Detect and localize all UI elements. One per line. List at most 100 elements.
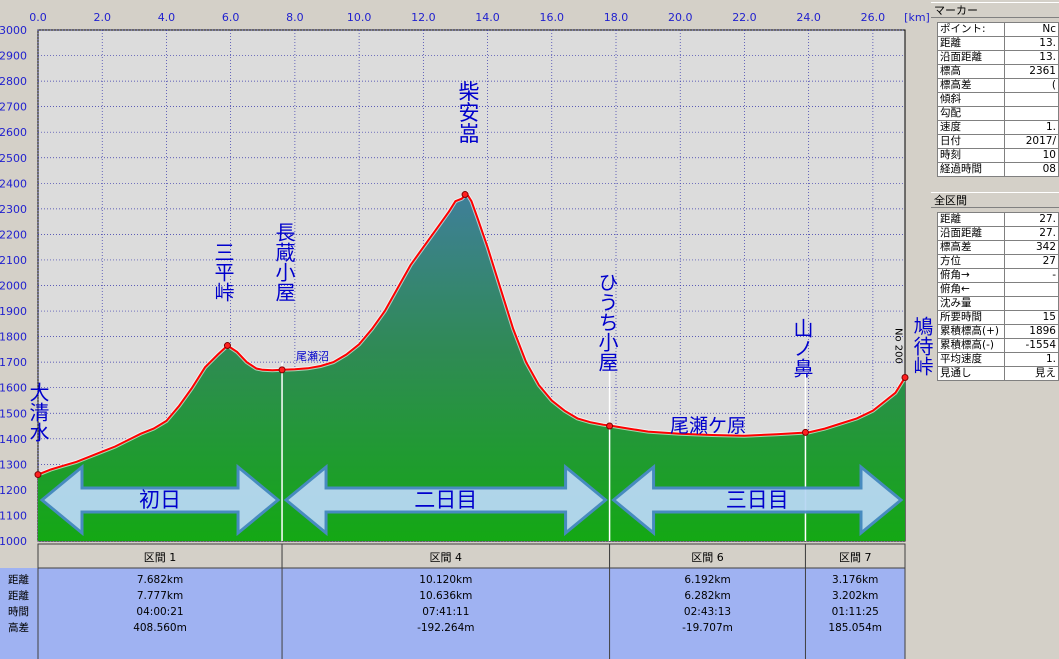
panel-value: 13. [1004, 50, 1059, 65]
section-row-label: 時間 [8, 606, 29, 618]
y-tick-label: 1900 [0, 305, 27, 318]
section-header-cell [804, 543, 906, 569]
panel-key: 方位 [937, 254, 1005, 269]
panel-row: 標高 2361 [937, 64, 1059, 79]
y-tick-label: 2500 [0, 152, 27, 165]
y-tick-label: 1800 [0, 331, 27, 344]
y-tick-label: 2000 [0, 280, 27, 293]
panel-value: 見え [1004, 366, 1059, 381]
panel-key: 距離 [937, 212, 1005, 227]
panel-row: 時刻 10 [937, 148, 1059, 163]
panel-row: ポイント: Nc [937, 22, 1059, 37]
panel-value: 08 [1004, 162, 1059, 177]
section-value: -19.707m [682, 622, 733, 634]
panel-row: 累積標高(+) 1896 [937, 324, 1059, 339]
x-tick-label: 10.0 [347, 11, 372, 24]
x-tick-label: 24.0 [796, 11, 821, 24]
x-tick-label: 4.0 [158, 11, 176, 24]
point-label: 尾瀬ケ原 [670, 415, 746, 437]
section-value: 04:00:21 [136, 606, 183, 618]
y-tick-label: 1700 [0, 356, 27, 369]
panel-key: 沿面距離 [937, 226, 1005, 241]
panel-row: 沈み量 [937, 296, 1059, 311]
panel-row: 見通し 見え [937, 366, 1059, 381]
panel-key: 時刻 [937, 148, 1005, 163]
panel-row: 所要時間 15 [937, 310, 1059, 325]
panel-key: 俯角← [937, 282, 1005, 297]
y-tick-label: 1100 [0, 509, 27, 522]
small-label: 尾瀬沼 [296, 349, 329, 363]
panel-value: 27 [1004, 254, 1059, 269]
panel-value [1004, 282, 1059, 297]
day-arrow [283, 463, 608, 537]
y-tick-label: 2800 [0, 75, 27, 88]
profile-area [38, 193, 905, 541]
section-value: 3.176km [832, 574, 878, 586]
section-value: 01:11:25 [832, 606, 879, 618]
panel-row: 経過時間 08 [937, 162, 1059, 177]
y-tick-label: 2200 [0, 228, 27, 241]
x-tick-label: 2.0 [93, 11, 111, 24]
panel-key: 標高 [937, 64, 1005, 79]
point-label: 柴安嵓 [456, 81, 480, 144]
section-value: 07:41:11 [422, 606, 469, 618]
section-value: 3.202km [832, 590, 878, 602]
section-value: 185.054m [828, 622, 882, 634]
panel-value: 13. [1004, 36, 1059, 51]
panel-row: 傾斜 [937, 92, 1059, 107]
section-table-bg [0, 568, 905, 659]
section-header: 区間 7 [839, 551, 872, 564]
point-marker [278, 366, 286, 374]
y-tick-label: 1300 [0, 458, 27, 471]
section-header: 区間 4 [430, 551, 463, 564]
y-tick-label: 1400 [0, 433, 27, 446]
marker-panel-title: マーカー [931, 2, 1059, 18]
panel-key: 俯角→ [937, 268, 1005, 283]
y-tick-label: 1600 [0, 382, 27, 395]
panel-row: 俯角→ - [937, 268, 1059, 283]
point-label: 大清水 [26, 382, 50, 442]
panel-key: 沈み量 [937, 296, 1005, 311]
y-tick-label: 2900 [0, 50, 27, 63]
panel-key: ポイント: [937, 22, 1005, 37]
point-marker [901, 373, 909, 381]
panel-key: 経過時間 [937, 162, 1005, 177]
panel-row: 速度 1. [937, 120, 1059, 135]
panel-key: 傾斜 [937, 92, 1005, 107]
point-marker [223, 342, 231, 350]
y-tick-label: 1000 [0, 535, 27, 548]
profile-line [37, 191, 906, 476]
panel-row: 累積標高(-) -1554 [937, 338, 1059, 353]
section-value: 7.777km [137, 590, 183, 602]
total-panel-title: 全区間 [931, 192, 1059, 208]
panel-value: ( [1004, 78, 1059, 93]
panel-value: 1896 [1004, 324, 1059, 339]
panel-value: 2017/ [1004, 134, 1059, 149]
x-tick-label: 26.0 [861, 11, 886, 24]
section-value: 10.120km [419, 574, 472, 586]
panel-row: 日付 2017/ [937, 134, 1059, 149]
marker-table: ポイント: Nc 距離 13. 沿面距離 13. 標高 2361 標高差(傾斜 勾配 速度 1. 日付 2… [937, 22, 1059, 177]
panel-value: 10 [1004, 148, 1059, 163]
y-tick-label: 1500 [0, 407, 27, 420]
point-marker [34, 471, 42, 479]
panel-key: 勾配 [937, 106, 1005, 121]
x-tick-label: 8.0 [286, 11, 304, 24]
point-label: 三平峠 [211, 242, 235, 302]
day-arrow-label: 初日 [139, 488, 181, 512]
panel-value: 342 [1004, 240, 1059, 255]
panel-row: 沿面距離 13. [937, 50, 1059, 65]
panel-key: 距離 [937, 36, 1005, 51]
point-marker [606, 422, 614, 430]
day-arrow [611, 463, 904, 537]
point-label: 長蔵小屋 [272, 222, 296, 302]
panel-row: 距離 27. [937, 212, 1059, 227]
y-tick-label: 2100 [0, 254, 27, 267]
panel-key: 所要時間 [937, 310, 1005, 325]
panel-key: 沿面距離 [937, 50, 1005, 65]
panel-row: 平均速度 1. [937, 352, 1059, 367]
section-row-label: 距離 [8, 573, 29, 586]
section-value: 6.282km [684, 590, 730, 602]
panel-row: 沿面距離 27. [937, 226, 1059, 241]
